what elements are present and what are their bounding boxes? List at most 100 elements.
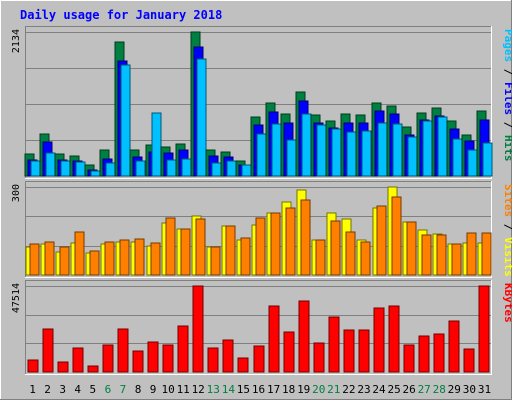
x-tick-label: 26 (402, 383, 415, 396)
bar-pages-day-27 (422, 120, 433, 177)
panel-3: 47514 (11, 280, 492, 375)
bar-pages-day-17 (271, 123, 282, 177)
bar-sites-day-21 (330, 220, 341, 276)
bar-pages-day-5 (90, 170, 101, 177)
bar-pages-day-29 (452, 138, 463, 177)
bar-sites-day-2 (44, 241, 55, 276)
bar-sites-day-14 (225, 225, 236, 276)
bar-sites-day-16 (255, 217, 266, 276)
bar-sites-day-31 (481, 232, 492, 276)
bar-sites-day-9 (150, 242, 161, 276)
x-tick-label: 4 (74, 383, 81, 396)
x-tick-label: 20 (312, 383, 325, 396)
bar-kbytes-day-16 (253, 345, 265, 373)
bar-kbytes-day-24 (373, 307, 385, 373)
legend-sites: Sites (502, 184, 512, 217)
bar-kbytes-day-9 (147, 341, 159, 373)
x-tick-label: 10 (161, 383, 174, 396)
panel-1: 2134 (11, 26, 493, 179)
legend-files: Files (502, 82, 512, 115)
bar-sites-day-15 (240, 237, 251, 276)
x-tick-label: 17 (267, 383, 280, 396)
x-tick-label: 23 (357, 383, 370, 396)
bar-sites-day-27 (421, 234, 432, 276)
bar-kbytes-day-17 (268, 305, 280, 373)
bar-sites-day-13 (210, 246, 221, 276)
bar-sites-day-24 (376, 205, 387, 276)
bar-kbytes-day-2 (42, 328, 54, 373)
bar-pages-day-3 (60, 160, 71, 177)
x-tick-label: 6 (105, 383, 112, 396)
bar-sites-day-22 (345, 231, 356, 276)
bar-kbytes-day-13 (207, 347, 219, 373)
x-tick-label: 22 (342, 383, 355, 396)
bar-pages-day-15 (241, 164, 252, 177)
bar-pages-day-24 (377, 122, 388, 177)
bar-kbytes-day-12 (192, 285, 204, 373)
bar-kbytes-day-19 (298, 300, 310, 373)
bar-kbytes-day-31 (478, 285, 490, 373)
bar-pages-day-22 (346, 131, 357, 177)
bar-kbytes-day-30 (463, 348, 475, 373)
x-tick-label: 2 (44, 383, 51, 396)
bar-sites-day-25 (391, 196, 402, 276)
legend-panel-3: KBytes (502, 283, 512, 323)
bar-sites-day-7 (119, 239, 130, 276)
bar-pages-day-20 (316, 124, 327, 177)
bar-sites-day-8 (134, 238, 145, 276)
bar-pages-day-30 (467, 149, 478, 177)
x-tick-label: 29 (448, 383, 461, 396)
legend-pages: Pages (502, 29, 512, 62)
bar-kbytes-day-18 (283, 331, 295, 373)
x-tick-label: 27 (418, 383, 431, 396)
bar-sites-day-26 (406, 221, 417, 276)
bar-pages-day-13 (211, 162, 222, 177)
bar-pages-day-21 (331, 128, 342, 177)
bar-kbytes-day-27 (418, 335, 430, 373)
x-tick-label: 15 (237, 383, 250, 396)
x-tick-label: 25 (387, 383, 400, 396)
x-tick-label: 16 (252, 383, 265, 396)
bar-sites-day-12 (195, 218, 206, 276)
bar-pages-day-14 (226, 160, 237, 177)
x-tick-label: 19 (297, 383, 310, 396)
bar-sites-day-23 (360, 241, 371, 276)
bar-kbytes-day-1 (27, 359, 39, 373)
x-tick-label: 18 (282, 383, 295, 396)
bar-kbytes-day-8 (132, 350, 144, 373)
bar-kbytes-day-15 (237, 357, 249, 373)
bar-sites-day-5 (89, 250, 100, 276)
legend-panel-1: Pages / Files / Hits (502, 29, 512, 162)
x-tick-label: 28 (433, 383, 446, 396)
bar-pages-day-26 (407, 136, 418, 177)
bar-kbytes-day-22 (343, 329, 355, 373)
bar-kbytes-day-26 (403, 344, 415, 373)
bar-kbytes-day-11 (177, 325, 189, 373)
bar-pages-day-12 (196, 58, 207, 177)
x-tick-label: 12 (192, 383, 205, 396)
y-max-label: 300 (11, 184, 22, 202)
bar-sites-day-18 (285, 207, 296, 276)
bar-pages-day-23 (361, 130, 372, 177)
bar-pages-day-7 (120, 64, 131, 177)
x-tick-label: 24 (372, 383, 386, 396)
panel-2: 300 (11, 181, 492, 278)
bar-kbytes-day-5 (87, 365, 99, 373)
y-max-label: 47514 (11, 283, 22, 313)
bar-kbytes-day-7 (117, 328, 129, 373)
legend-visits: Visits (502, 237, 512, 277)
bar-pages-day-19 (301, 113, 312, 177)
bar-kbytes-day-4 (72, 347, 84, 373)
x-tick-label: 9 (150, 383, 157, 396)
x-tick-label: 14 (222, 383, 236, 396)
x-tick-label: 8 (135, 383, 142, 396)
bar-sites-day-3 (59, 246, 70, 276)
bar-kbytes-day-14 (222, 339, 234, 373)
bar-pages-day-11 (181, 158, 192, 177)
bar-kbytes-day-23 (358, 329, 370, 373)
bar-sites-day-1 (29, 243, 40, 276)
x-tick-label: 7 (120, 383, 127, 396)
bar-kbytes-day-20 (313, 342, 325, 373)
bar-sites-day-17 (270, 212, 281, 276)
